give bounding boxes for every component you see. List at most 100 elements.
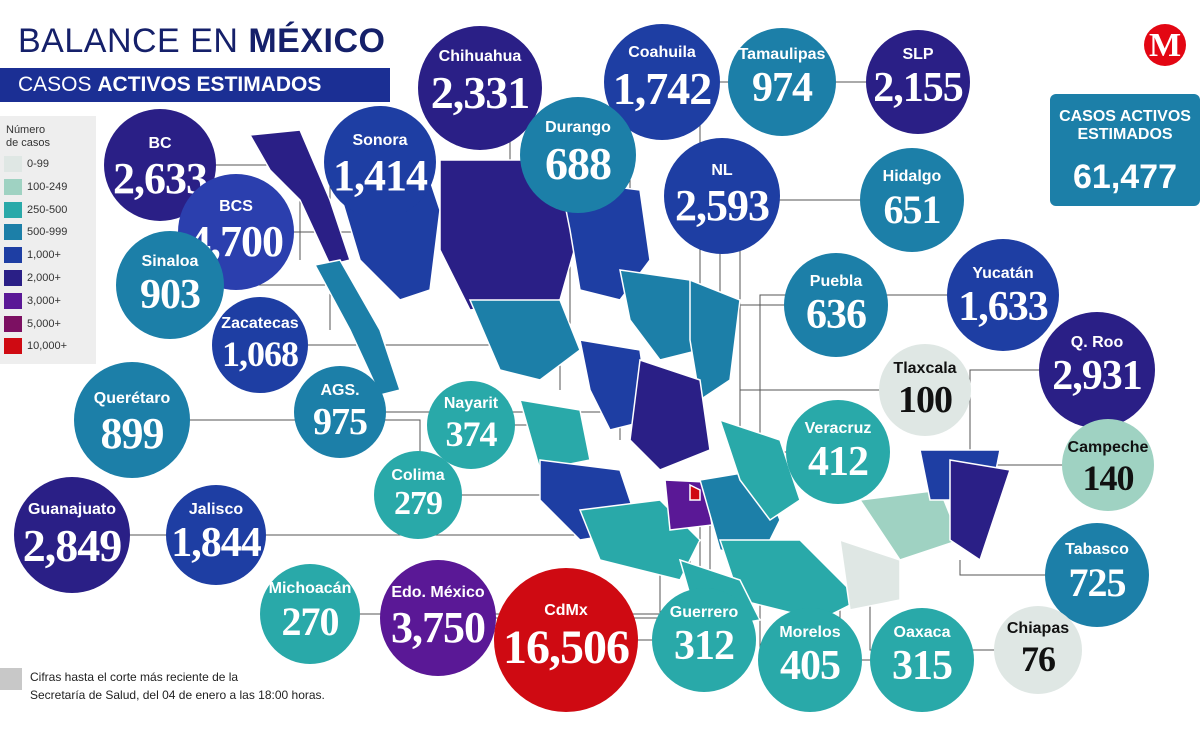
state-bubble: AGS. 975 [294, 366, 386, 458]
state-value: 899 [100, 409, 165, 458]
state-value: 974 [752, 65, 813, 111]
state-bubble: Sinaloa 903 [116, 231, 224, 339]
legend-swatch [4, 156, 22, 172]
state-bubble: CdMx 16,506 [494, 568, 638, 712]
page-subtitle: CASOS ACTIVOS ESTIMADOS [0, 68, 390, 102]
state-bubble: Oaxaca 315 [870, 608, 974, 712]
legend-title: Número de casos [6, 124, 51, 149]
legend-label: 3,000+ [27, 294, 61, 307]
state-name: BC [148, 135, 172, 152]
legend-label: 2,000+ [27, 272, 61, 284]
legend-item: 1,000+ [4, 247, 61, 265]
map-region [313, 259, 401, 396]
state-value: 2,331 [430, 67, 531, 118]
state-bubble: Jalisco 1,844 [166, 485, 266, 585]
state-name: AGS. [320, 382, 360, 399]
state-name: Edo. México [391, 584, 485, 601]
map-regions [248, 129, 1011, 631]
footnote-text: Cifras hasta el corte más reciente de la… [30, 670, 325, 702]
state-bubble: Edo. México 3,750 [380, 560, 496, 676]
state-bubble: Yucatán 1,633 [947, 239, 1059, 351]
legend-label: 5,000+ [27, 317, 61, 330]
legend-item: 0-99 [4, 156, 49, 174]
state-name: Q. Roo [1070, 334, 1124, 351]
state-name: Querétaro [93, 390, 171, 407]
state-name: Tlaxcala [893, 360, 957, 377]
state-name: Tamaulipas [738, 46, 826, 63]
state-bubble: Zacatecas 1,068 [212, 297, 308, 393]
state-value: 975 [313, 401, 368, 443]
state-name: Puebla [809, 273, 863, 290]
legend-swatch [4, 178, 22, 195]
map-region [689, 278, 741, 402]
state-bubble: Colima 279 [374, 451, 462, 539]
state-value: 270 [281, 599, 340, 644]
state-bubble: NL 2,593 [664, 138, 780, 254]
state-name: Sinaloa [141, 253, 199, 270]
state-name: Colima [391, 467, 445, 484]
legend-label: 0-99 [27, 158, 50, 170]
state-value: 312 [674, 623, 735, 669]
state-name: Zacatecas [221, 315, 299, 332]
state-name: Veracruz [804, 420, 872, 437]
state-bubble: Michoacán 270 [260, 564, 360, 664]
state-name: Guanajuato [27, 501, 116, 518]
legend-item: 5,000+ [4, 315, 61, 334]
state-value: 412 [808, 439, 869, 485]
state-value: 1,068 [222, 334, 299, 374]
state-bubble: Chiapas 76 [994, 606, 1082, 694]
state-bubble: Tlaxcala 100 [879, 344, 971, 436]
total-label: CASOS ACTIVOS ESTIMADOS [1059, 108, 1191, 143]
state-value: 725 [1068, 560, 1127, 605]
legend-swatch [4, 224, 22, 241]
state-bubble: Durango 688 [520, 97, 636, 213]
state-bubble: Tamaulipas 974 [728, 28, 836, 136]
state-bubble: Guerrero 312 [652, 588, 756, 692]
legend-label: 1,000+ [27, 249, 61, 262]
state-value: 1,414 [333, 151, 428, 200]
state-name: NL [711, 162, 733, 179]
state-name: Durango [545, 119, 611, 136]
state-bubble: Q. Roo 2,931 [1039, 312, 1155, 428]
state-value: 636 [806, 292, 867, 338]
total-card: CASOS ACTIVOS ESTIMADOS 61,477 [1050, 94, 1200, 206]
legend-label: 100-249 [27, 180, 68, 193]
state-name: Michoacán [268, 580, 352, 597]
state-name: Sonora [352, 132, 408, 149]
state-value: 279 [394, 485, 443, 522]
state-bubble: Campeche 140 [1062, 419, 1154, 511]
state-name: BCS [219, 198, 253, 215]
state-name: Tabasco [1065, 541, 1129, 558]
state-value: 100 [898, 379, 953, 421]
legend-swatch [4, 201, 22, 218]
legend-item: 500-999 [4, 224, 67, 242]
state-value: 76 [1021, 639, 1056, 679]
state-value: 1,633 [958, 284, 1049, 330]
legend-item: 2,000+ [4, 270, 61, 288]
state-bubble: Puebla 636 [784, 253, 888, 357]
state-value: 16,506 [503, 621, 630, 674]
legend-label: 500-999 [27, 226, 68, 239]
state-name: Hidalgo [882, 168, 942, 185]
state-bubble: Nayarit 374 [427, 381, 515, 469]
map-region [579, 339, 651, 431]
map-region [518, 399, 591, 471]
state-name: CdMx [544, 602, 588, 619]
legend-swatch [4, 292, 22, 309]
state-value: 2,155 [873, 65, 964, 111]
legend-item: 10,000+ [4, 338, 67, 356]
legend-item: 3,000+ [4, 292, 61, 311]
map-region [468, 299, 581, 381]
state-name: Chiapas [1006, 620, 1070, 637]
state-value: 651 [883, 187, 942, 232]
legend-swatch [4, 338, 22, 355]
leader-line [759, 294, 1003, 470]
legend-item: 250-500 [4, 201, 67, 220]
state-bubble: Guanajuato 2,849 [14, 477, 130, 593]
legend-swatch [4, 270, 22, 286]
leader-line [72, 510, 591, 536]
total-value: 61,477 [1073, 158, 1177, 196]
map-region [629, 358, 711, 471]
